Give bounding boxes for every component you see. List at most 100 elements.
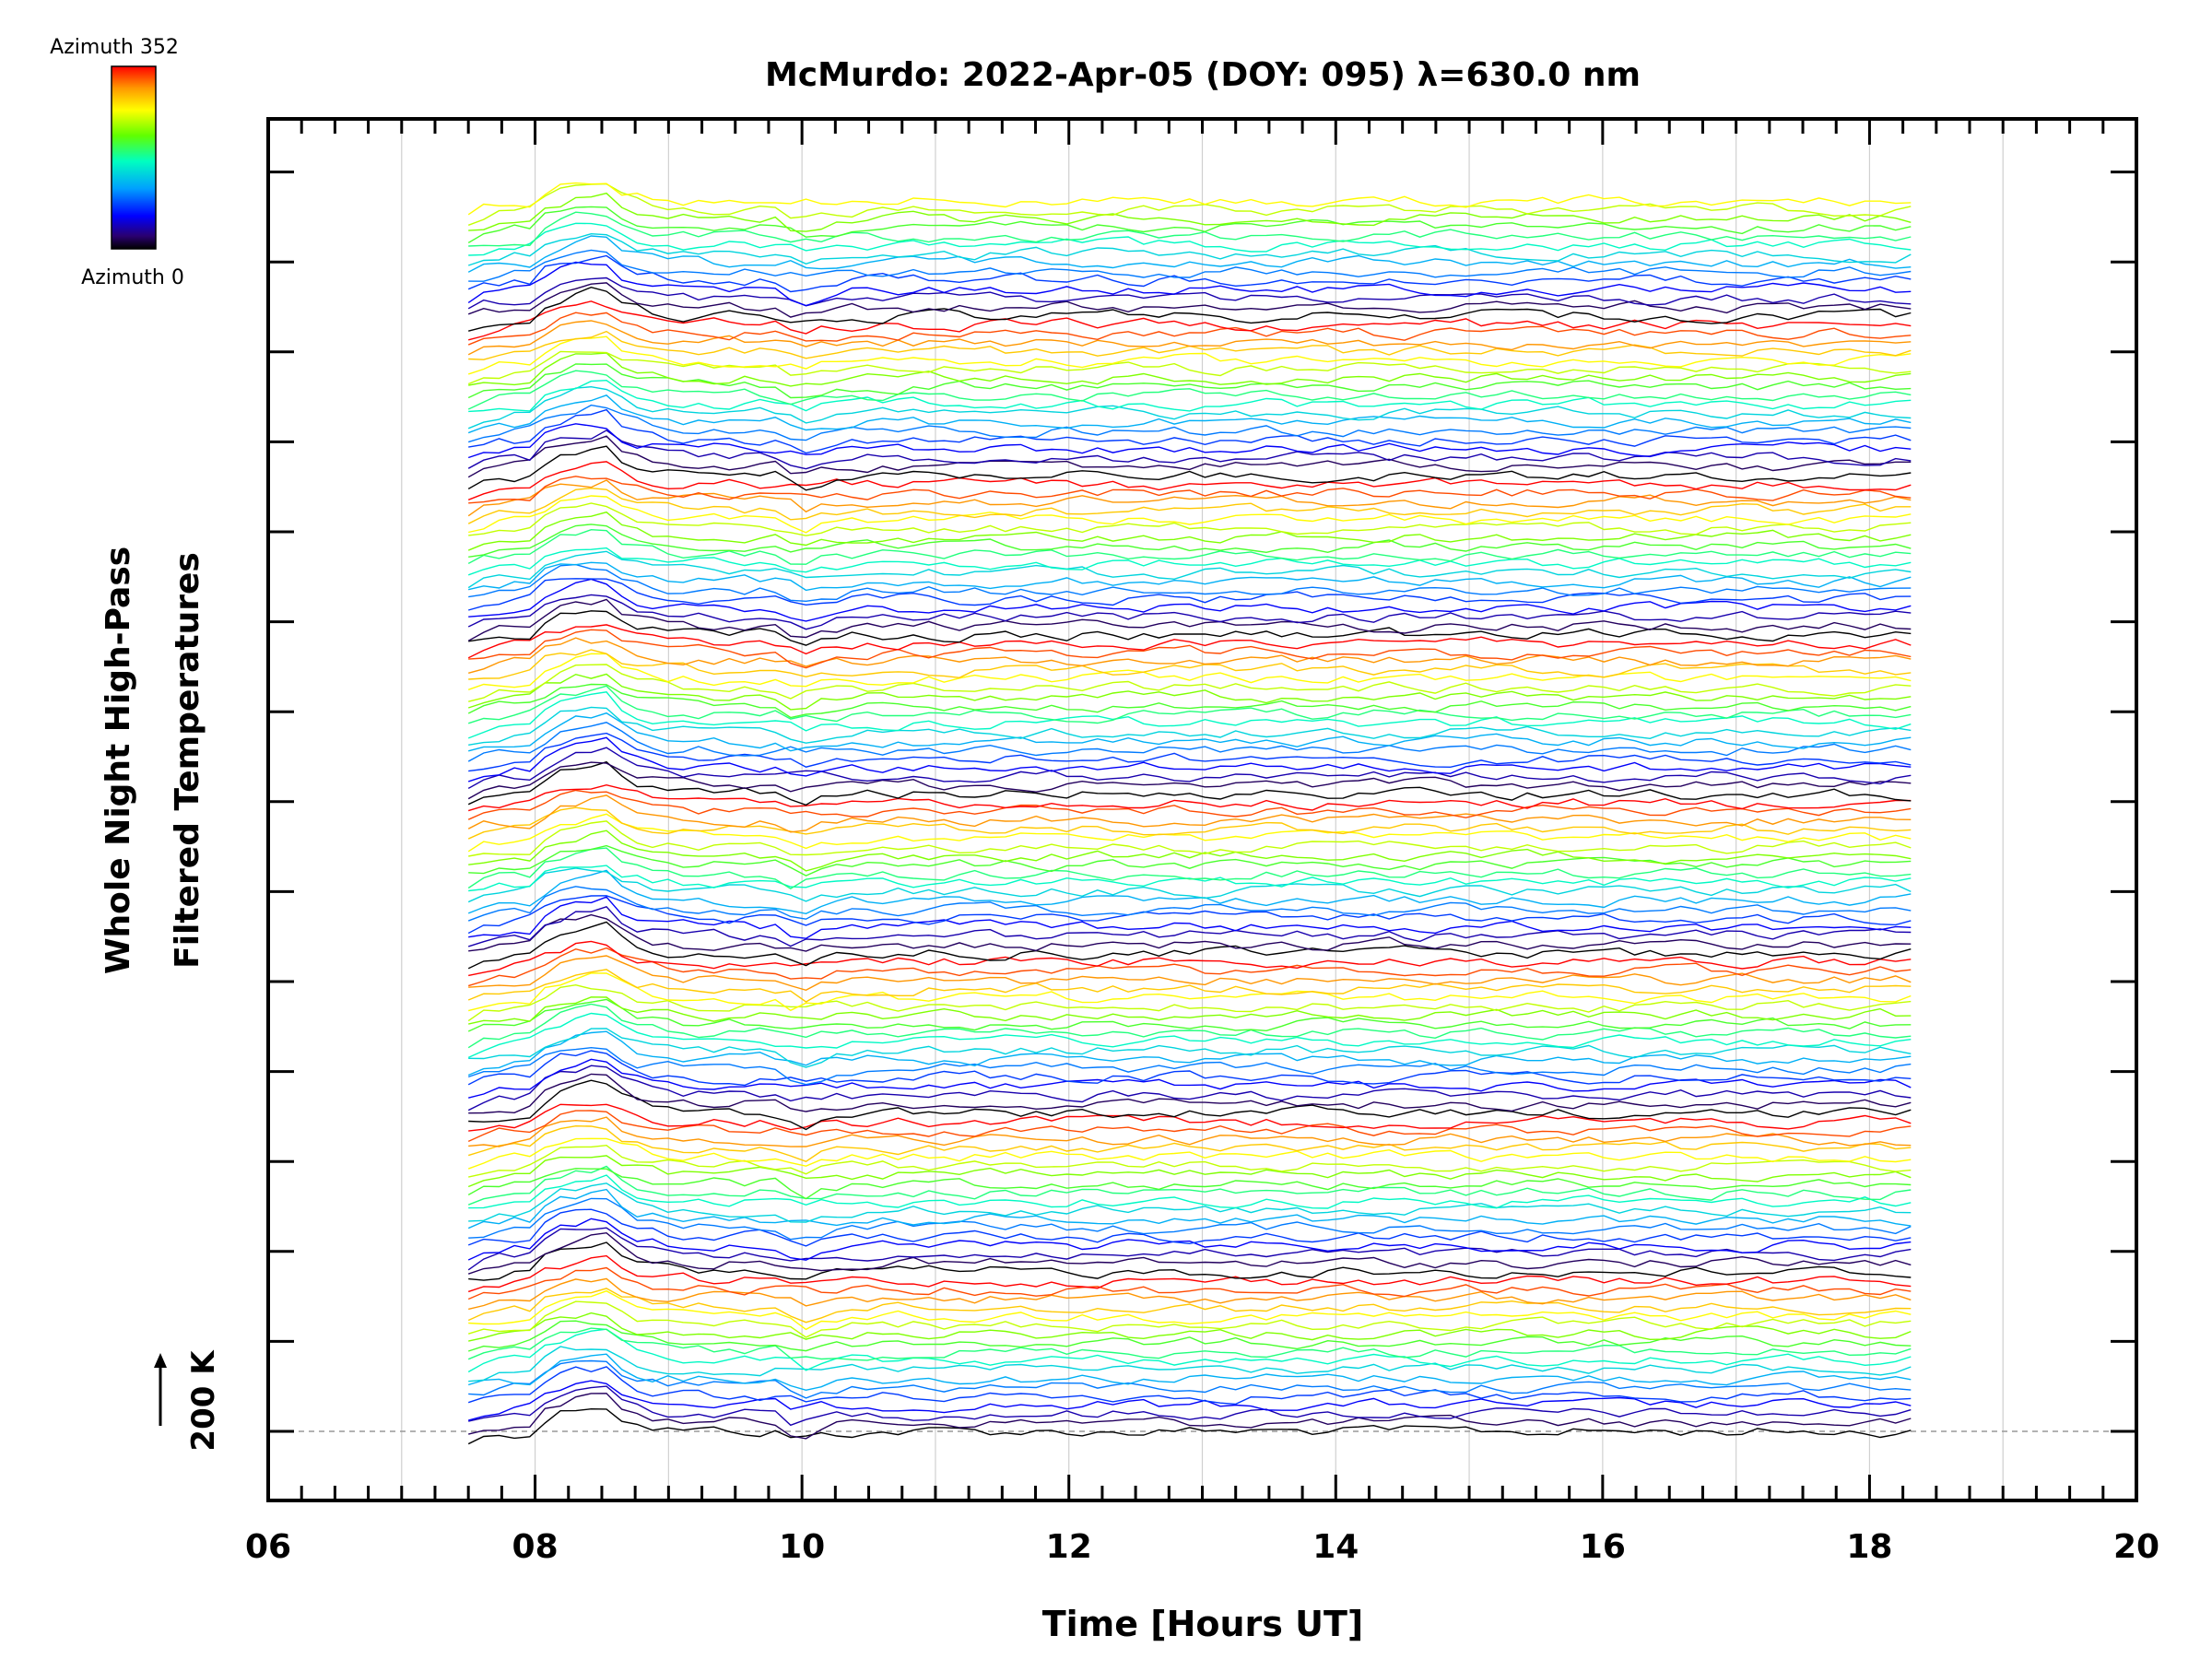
trace-line <box>468 820 1912 857</box>
trace-line <box>468 712 1912 752</box>
trace-line <box>468 1289 1912 1331</box>
trace-line <box>467 983 1912 1022</box>
trace-line <box>467 335 1912 375</box>
trace-line <box>467 206 1912 244</box>
trace-line <box>468 637 1912 674</box>
trace-line <box>467 1300 1912 1338</box>
trace-line <box>467 547 1912 576</box>
trace-line <box>467 685 1912 724</box>
trace-line <box>468 1073 1912 1114</box>
trace-line <box>468 561 1912 592</box>
trace-line <box>467 320 1912 356</box>
trace-line <box>468 629 1912 669</box>
trace-line <box>467 1328 1912 1373</box>
colorbar-top-label: Azimuth 352 <box>50 36 179 59</box>
trace-line <box>468 1277 1912 1311</box>
y-axis-label-line1: Whole Night High-Pass <box>100 547 137 974</box>
trace-line <box>468 352 1912 387</box>
trace-line <box>467 363 1912 399</box>
trace-line <box>467 594 1912 630</box>
grid-lines <box>401 119 2004 1500</box>
trace-line <box>467 969 1912 1003</box>
scale-arrow-head <box>154 1353 167 1368</box>
trace-line <box>467 423 1912 459</box>
trace-line <box>468 955 1912 992</box>
trace-line <box>467 736 1912 782</box>
trace-line <box>468 578 1912 622</box>
trace-line <box>468 896 1912 939</box>
chart-title: McMurdo: 2022-Apr-05 (DOY: 095) λ=630.0 … <box>765 56 1641 94</box>
x-tick-label: 06 <box>245 1528 291 1566</box>
trace-line <box>467 479 1912 517</box>
colorbar-gradient <box>111 65 157 250</box>
trace-line <box>467 760 1912 806</box>
trace-line <box>467 905 1912 947</box>
trace-line <box>467 404 1912 443</box>
x-tick-label: 12 <box>1046 1528 1092 1566</box>
trace-line <box>468 1116 1912 1147</box>
trace-line <box>468 286 1912 332</box>
trace-line <box>467 1218 1912 1261</box>
trace-line <box>467 182 1912 226</box>
trace-line <box>467 1155 1912 1188</box>
x-tick-label: 10 <box>779 1528 825 1566</box>
trace-line <box>467 282 1912 318</box>
trace-line <box>468 913 1912 952</box>
trace-line <box>468 192 1912 232</box>
trace-line <box>467 511 1912 551</box>
trace-line <box>468 379 1912 413</box>
x-tick-label: 08 <box>512 1528 559 1566</box>
trace-line <box>467 1327 1912 1361</box>
trace-line <box>467 653 1912 690</box>
colorbar: Azimuth 352 Azimuth 0 <box>50 36 184 289</box>
x-tick-label: 20 <box>2113 1528 2159 1566</box>
trace-line <box>467 998 1912 1032</box>
trace-line <box>468 865 1912 892</box>
trace-line <box>467 1288 1912 1324</box>
trace-line <box>468 1346 1912 1382</box>
x-tick-labels: 06 08 10 12 14 16 18 20 <box>245 1528 2159 1566</box>
trace-line <box>467 528 1912 565</box>
trace-line <box>467 1065 1912 1112</box>
trace-line <box>468 502 1912 536</box>
trace-line <box>468 222 1912 256</box>
trace-line <box>467 598 1912 641</box>
x-tick-label: 16 <box>1580 1528 1626 1566</box>
trace-line <box>467 722 1912 762</box>
trace-line <box>467 435 1912 478</box>
trace-line <box>468 578 1912 611</box>
trace-line <box>467 1046 1912 1086</box>
trace-line <box>468 476 1912 504</box>
colorbar-bottom-label: Azimuth 0 <box>81 266 184 289</box>
trace-line <box>468 844 1912 877</box>
trace-line <box>467 429 1912 470</box>
trace-line <box>467 947 1912 987</box>
trace-line <box>467 921 1912 970</box>
trace-line <box>468 830 1912 872</box>
trace-line <box>467 1030 1912 1077</box>
x-tick-label: 14 <box>1312 1528 1359 1566</box>
trace-line <box>467 867 1912 903</box>
trace-line <box>467 394 1912 434</box>
scale-label: 200 K <box>185 1349 222 1452</box>
trace-line <box>468 664 1912 702</box>
trace-line <box>468 495 1912 534</box>
x-tick-label: 18 <box>1846 1528 1892 1566</box>
trace-line <box>468 940 1912 977</box>
trace-line <box>468 408 1912 454</box>
trace-line <box>467 312 1912 346</box>
trace-line <box>468 300 1912 341</box>
trace-line <box>468 524 1912 558</box>
trace-line <box>467 1208 1912 1247</box>
trace-line <box>468 1241 1912 1281</box>
trace-line <box>467 1353 1912 1392</box>
trace-line <box>468 1182 1912 1223</box>
trace-line <box>468 732 1912 772</box>
trace-line <box>468 996 1912 1025</box>
trace-line <box>467 789 1912 820</box>
trace-line <box>467 235 1912 273</box>
x-axis-label: Time [Hours UT] <box>1042 1604 1364 1644</box>
trace-line <box>467 691 1912 739</box>
trace-line <box>467 783 1912 812</box>
